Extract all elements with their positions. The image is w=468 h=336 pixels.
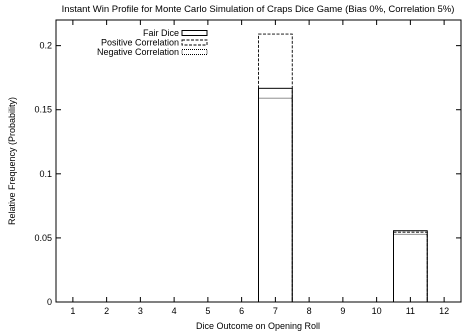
x-tick-label: 9 (340, 306, 345, 316)
bar-dashed-7 (258, 33, 293, 303)
x-tick-label: 1 (70, 306, 75, 316)
x-tick-label: 3 (138, 306, 143, 316)
bar-dotted-11 (393, 233, 428, 303)
chart-title: Instant Win Profile for Monte Carlo Simu… (62, 4, 455, 15)
y-tick-label: 0.05 (34, 233, 52, 243)
y-tick-label: 0.1 (39, 169, 52, 179)
x-tick-label: 12 (439, 306, 449, 316)
legend-label: Positive Correlation (101, 38, 179, 48)
y-axis: 0 0.05 0.1 0.15 0.2 (34, 41, 461, 307)
x-tick-label: 4 (172, 306, 177, 316)
bar-solid-11 (393, 230, 428, 303)
y-tick-label: 0.15 (34, 105, 52, 115)
x-tick-label: 2 (104, 306, 109, 316)
legend-swatch-solid (181, 30, 208, 36)
legend-label: Negative Correlation (97, 47, 179, 57)
bar-dashed-11 (393, 231, 428, 303)
legend-label: Fair Dice (143, 28, 179, 38)
x-tick-label: 6 (239, 306, 244, 316)
legend-swatch-dashed (181, 39, 208, 46)
x-tick-label: 5 (205, 306, 210, 316)
y-tick-label: 0 (47, 297, 52, 307)
x-tick-label: 10 (372, 306, 382, 316)
y-axis-label: Relative Frequency (Probability) (7, 97, 17, 225)
x-tick-label: 8 (307, 306, 312, 316)
x-tick-label: 11 (406, 306, 415, 316)
legend-swatch-dotted (181, 49, 208, 55)
bar-dotted-7 (258, 97, 293, 303)
bar-solid-7 (258, 87, 293, 303)
y-tick-label: 0.2 (39, 41, 52, 51)
bar-group (258, 33, 428, 303)
x-tick-label: 7 (273, 306, 278, 316)
x-axis-label: Dice Outcome on Opening Roll (196, 321, 320, 331)
x-axis: 1 2 3 4 5 6 7 8 9 10 11 12 (70, 20, 449, 316)
